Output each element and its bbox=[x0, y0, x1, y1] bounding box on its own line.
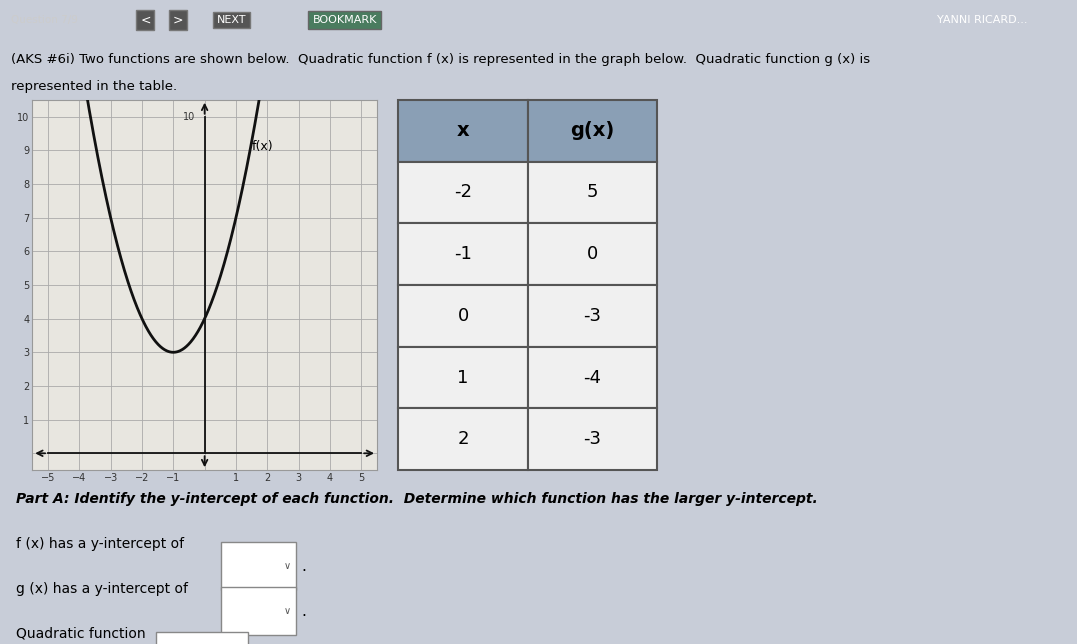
Bar bbox=[398, 162, 528, 223]
Text: Quadratic function: Quadratic function bbox=[16, 627, 145, 641]
Bar bbox=[528, 223, 657, 285]
Bar bbox=[398, 346, 528, 408]
Text: NEXT: NEXT bbox=[216, 15, 247, 25]
Bar bbox=[398, 285, 528, 346]
Text: YANNI RICARD...: YANNI RICARD... bbox=[937, 15, 1027, 25]
Text: represented in the table.: represented in the table. bbox=[11, 80, 177, 93]
Text: -3: -3 bbox=[584, 430, 601, 448]
Text: g(x): g(x) bbox=[570, 121, 615, 140]
Text: 0: 0 bbox=[458, 307, 468, 325]
Text: 1: 1 bbox=[458, 368, 468, 386]
Text: f (x) has a y-intercept of: f (x) has a y-intercept of bbox=[16, 537, 184, 551]
Bar bbox=[528, 100, 657, 162]
Text: 10: 10 bbox=[183, 111, 195, 122]
Bar bbox=[528, 346, 657, 408]
Text: BOOKMARK: BOOKMARK bbox=[312, 15, 377, 25]
Bar bbox=[528, 162, 657, 223]
Text: Part A: Identify the y-intercept of each function.  Determine which function has: Part A: Identify the y-intercept of each… bbox=[16, 492, 817, 506]
Text: -2: -2 bbox=[454, 184, 472, 202]
Text: ∨: ∨ bbox=[283, 606, 291, 616]
Text: 5: 5 bbox=[587, 184, 598, 202]
Bar bbox=[221, 587, 296, 636]
Text: f(x): f(x) bbox=[252, 140, 274, 153]
Bar bbox=[221, 542, 296, 591]
Text: .: . bbox=[302, 603, 307, 619]
Text: x: x bbox=[457, 121, 470, 140]
Text: ∨: ∨ bbox=[283, 562, 291, 571]
Text: <: < bbox=[140, 14, 151, 26]
Text: 2: 2 bbox=[458, 430, 468, 448]
Bar bbox=[156, 632, 248, 644]
Bar bbox=[398, 223, 528, 285]
Bar bbox=[528, 285, 657, 346]
Text: -1: -1 bbox=[454, 245, 472, 263]
Text: 0: 0 bbox=[587, 245, 598, 263]
Bar bbox=[528, 408, 657, 470]
Text: -3: -3 bbox=[584, 307, 601, 325]
Bar bbox=[398, 408, 528, 470]
Text: (AKS #6i) Two functions are shown below.  Quadratic function f (x) is represente: (AKS #6i) Two functions are shown below.… bbox=[11, 53, 870, 66]
Text: Question 7/9: Question 7/9 bbox=[11, 15, 78, 25]
Text: g (x) has a y-intercept of: g (x) has a y-intercept of bbox=[16, 582, 188, 596]
Bar bbox=[398, 100, 528, 162]
Text: -4: -4 bbox=[584, 368, 601, 386]
Text: >: > bbox=[172, 14, 183, 26]
Text: .: . bbox=[302, 559, 307, 574]
